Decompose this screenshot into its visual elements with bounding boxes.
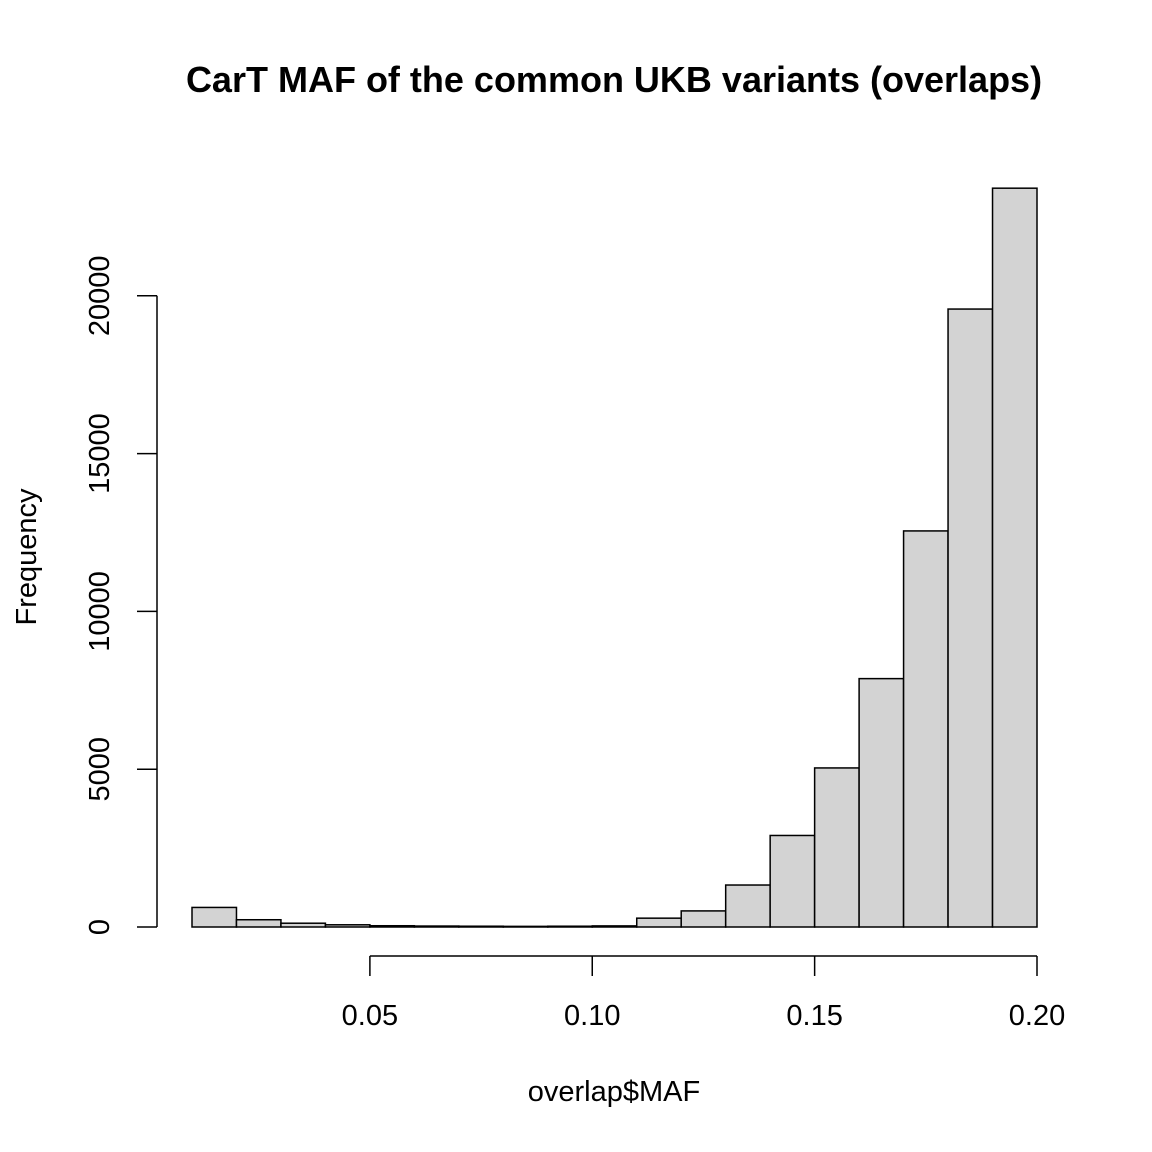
chart-title: CarT MAF of the common UKB variants (ove… [186,59,1042,100]
histogram-bar [680,910,727,928]
histogram-bar [547,925,594,928]
x-tick-label: 0.05 [342,1000,398,1032]
histogram-bar [813,767,860,928]
y-tick-label: 5000 [84,737,116,802]
x-tick-label: 0.10 [564,1000,620,1032]
histogram-bar [591,925,638,928]
histogram-bar [235,918,282,928]
y-tick-label: 10000 [84,571,116,652]
histogram-bar [191,906,238,928]
histogram-bar [858,677,905,928]
histogram-bar [724,884,771,928]
y-tick-label: 20000 [84,255,116,336]
y-axis: 0 5000 10000 15000 20000 [84,255,158,935]
histogram-bar [502,925,549,928]
histogram-bar [991,187,1038,928]
histogram-bar [947,308,994,928]
y-tick-label: 0 [84,919,116,935]
x-tick-label: 0.15 [786,1000,842,1032]
histogram-bar [369,924,416,928]
histogram-bar [769,834,816,928]
x-axis: 0.05 0.10 0.15 0.20 [342,955,1065,1032]
histogram-bar [458,925,505,928]
histogram-bar [280,922,327,928]
y-axis-label: Frequency [11,488,43,626]
histogram-bar [413,925,460,928]
bars-group [191,187,1038,928]
y-tick-label: 15000 [84,413,116,494]
histogram-bar [324,924,371,928]
histogram-bar [635,917,682,928]
x-tick-label: 0.20 [1009,1000,1065,1032]
histogram-bar [902,530,949,928]
x-axis-label: overlap$MAF [528,1076,700,1108]
